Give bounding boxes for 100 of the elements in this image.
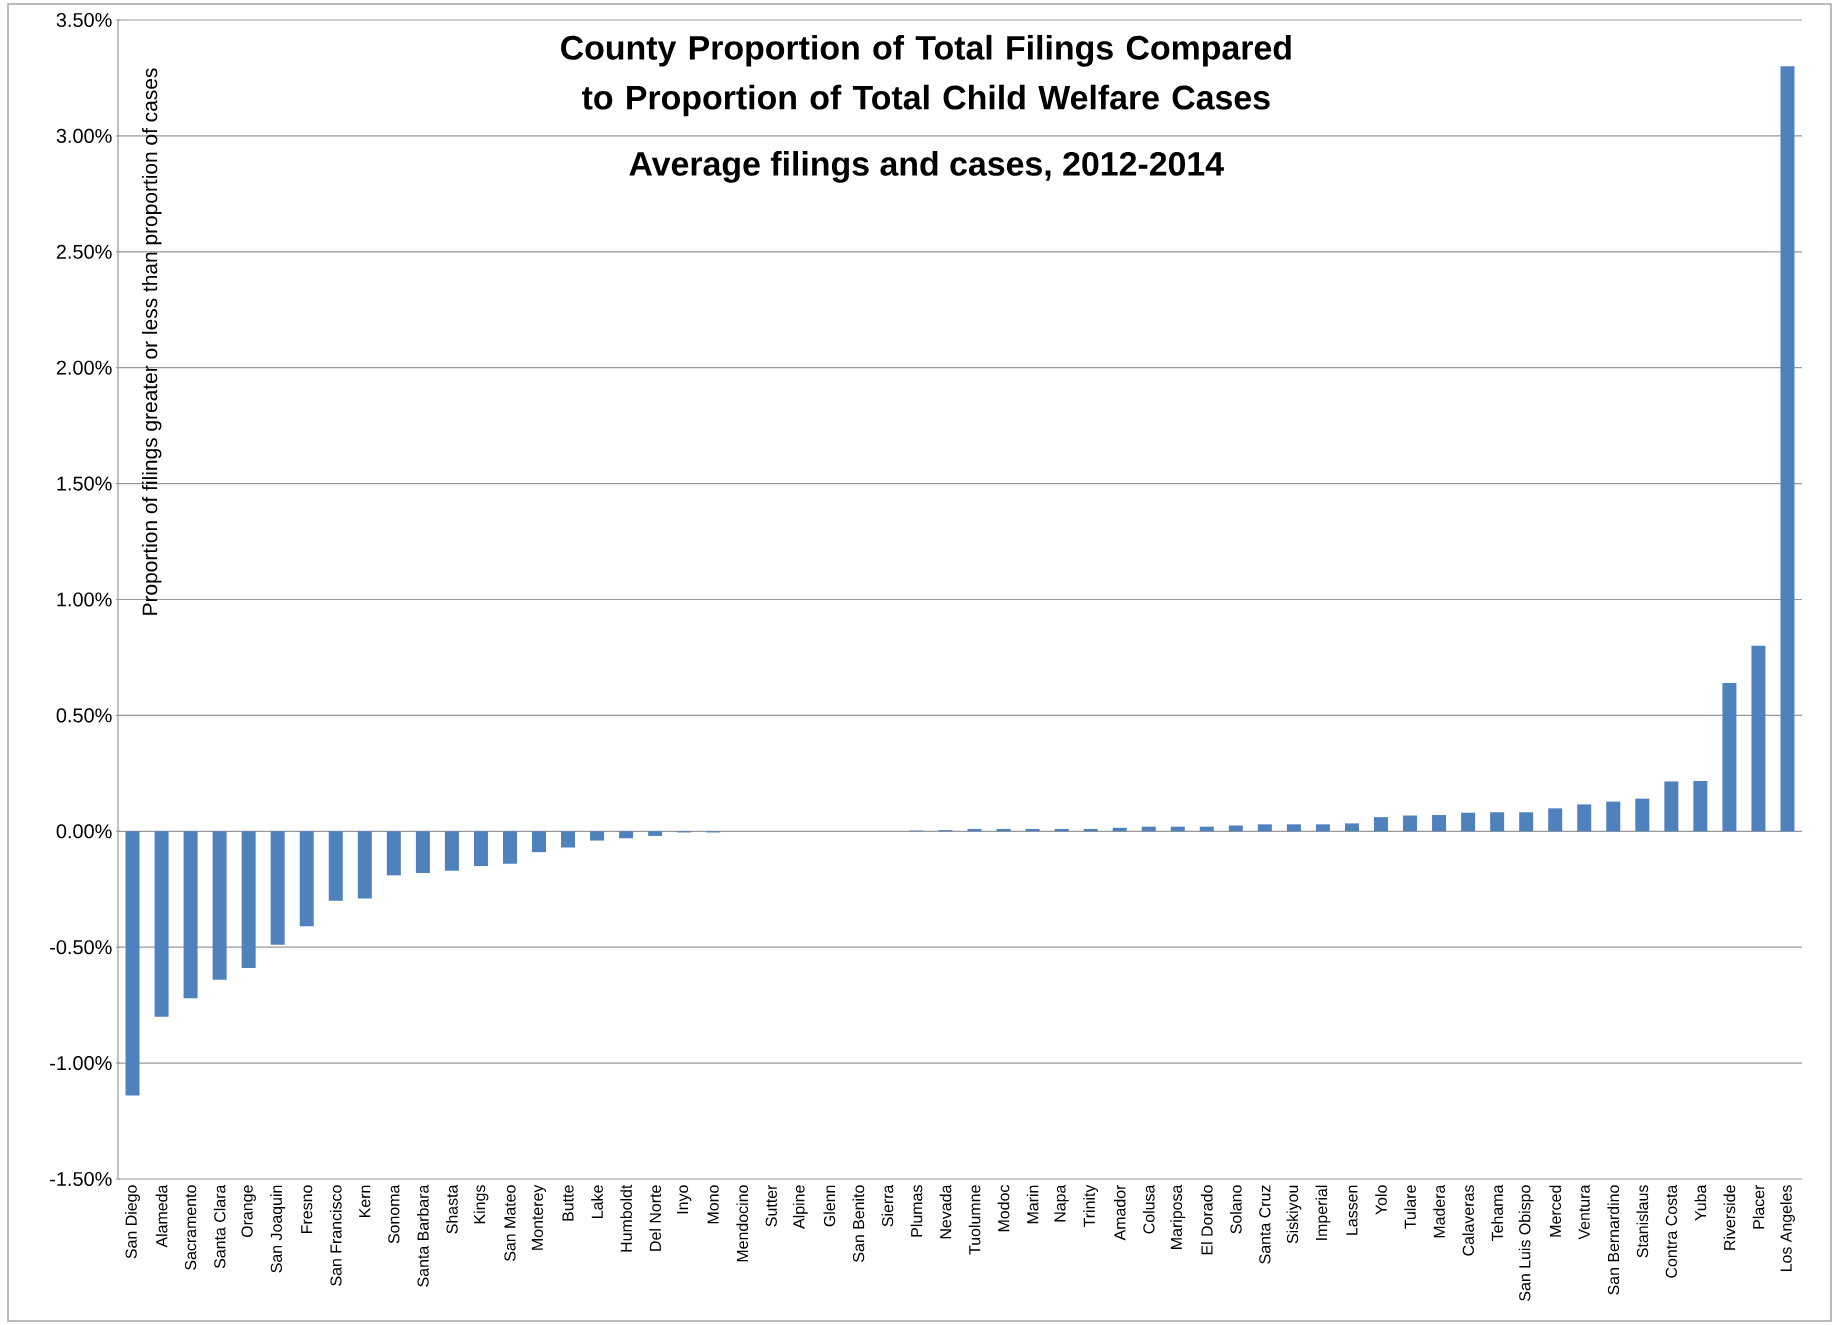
x-tick-label: San Benito xyxy=(852,1185,865,1262)
x-tick-label: San Diego xyxy=(125,1185,140,1259)
bar xyxy=(154,831,169,1017)
x-tick-label: Mariposa xyxy=(1170,1184,1186,1249)
x-tick-label: Modoc xyxy=(997,1185,1010,1232)
bar xyxy=(357,831,372,899)
x-tick-label: Mendocino xyxy=(736,1185,749,1262)
bar xyxy=(1374,817,1388,832)
x-tick-label: Santa Cruz xyxy=(1259,1185,1271,1264)
x-tick-label: Colusa xyxy=(1142,1184,1155,1234)
bar xyxy=(299,831,314,927)
x-tick-label: Alameda xyxy=(155,1184,168,1248)
x-tick-label: Siskiyou xyxy=(1286,1185,1302,1244)
bar xyxy=(561,831,576,848)
bar xyxy=(241,831,256,969)
x-tick-label: Sonoma xyxy=(388,1184,400,1244)
y-tick-label: 3.00% xyxy=(56,128,112,143)
x-tick-label: Amador xyxy=(1113,1184,1126,1241)
y-axis-title: Proportion of filings greater or less than proportion of cases xyxy=(141,68,162,615)
x-tick-label: Santa Clara xyxy=(213,1184,226,1269)
x-tick-label: Lake xyxy=(591,1185,603,1218)
bar xyxy=(648,831,663,836)
x-tick-label: Sacramento xyxy=(184,1185,197,1270)
bar xyxy=(212,831,227,980)
bar xyxy=(444,831,459,871)
x-tick-label: San Francisco xyxy=(329,1185,342,1286)
bar xyxy=(1461,812,1476,832)
bar xyxy=(1432,815,1447,832)
x-tick-label: Glenn xyxy=(823,1185,836,1227)
x-tick-label: Mono xyxy=(707,1185,719,1224)
x-tick-label: Los Angeles xyxy=(1780,1185,1795,1272)
bar xyxy=(183,831,198,999)
bar xyxy=(1722,682,1737,832)
x-tick-label: Humboldt xyxy=(620,1184,632,1252)
bar xyxy=(473,831,488,867)
bar xyxy=(1780,66,1795,832)
bar xyxy=(1664,781,1679,832)
x-tick-label: Sierra xyxy=(881,1184,894,1227)
bar xyxy=(1403,815,1418,832)
bar xyxy=(1606,801,1621,832)
x-tick-label: Shasta xyxy=(446,1184,458,1234)
x-tick-label: Santa Barbara xyxy=(417,1184,429,1287)
x-tick-label: Stanislaus xyxy=(1636,1185,1649,1258)
x-tick-label: Contra Costa xyxy=(1665,1184,1677,1278)
x-tick-label: Ventura xyxy=(1578,1184,1590,1240)
x-tick-label: San Mateo xyxy=(504,1185,516,1262)
bar xyxy=(619,831,634,839)
bar xyxy=(502,831,517,864)
x-tick-label: Plumas xyxy=(910,1185,923,1237)
x-tick-label: Riverside xyxy=(1723,1185,1736,1250)
y-tick-label: 0.00% xyxy=(56,824,112,839)
text: Average filings and cases, 2012-2014 xyxy=(629,150,1224,183)
y-tick-label: -1.50% xyxy=(50,1171,112,1187)
x-tick-label: Yuba xyxy=(1694,1184,1707,1221)
x-tick-label: Tuolumne xyxy=(968,1185,981,1255)
x-tick-label: Nevada xyxy=(939,1184,952,1239)
y-tick-label: 1.50% xyxy=(57,476,112,491)
bar xyxy=(1519,812,1534,832)
bar xyxy=(1490,812,1505,832)
x-tick-label: San Luis Obispo xyxy=(1518,1185,1534,1301)
bar xyxy=(1751,645,1766,832)
x-tick-label: Yolo xyxy=(1375,1185,1387,1215)
bar xyxy=(1315,824,1330,832)
bar xyxy=(1257,824,1272,832)
bar xyxy=(328,831,343,901)
bar xyxy=(590,831,605,841)
x-tick-label: San Joaquin xyxy=(270,1185,286,1273)
x-tick-label: Calaveras xyxy=(1462,1185,1474,1256)
y-tick-label: 0.50% xyxy=(56,708,112,723)
x-tick-label: Kings xyxy=(473,1185,489,1224)
x-tick-label: Fresno xyxy=(301,1185,313,1233)
y-tick-label: -1.00% xyxy=(50,1056,112,1071)
bar xyxy=(1635,798,1650,832)
x-tick-label: Imperial xyxy=(1315,1185,1331,1240)
x-tick-label: Monterey xyxy=(531,1184,547,1250)
x-tick-label: Inyo xyxy=(677,1185,692,1214)
bar xyxy=(1228,825,1243,832)
x-tick-label: Butte xyxy=(562,1185,574,1221)
x-tick-label: San Bernardino xyxy=(1607,1185,1620,1295)
y-tick-label: 3.50% xyxy=(56,12,112,28)
x-tick-label: Tehama xyxy=(1491,1184,1503,1241)
bar xyxy=(1577,804,1592,832)
bar xyxy=(415,831,430,874)
y-tick-label: -0.50% xyxy=(50,940,112,955)
bar xyxy=(532,831,546,853)
x-tick-label: Merced xyxy=(1549,1185,1562,1237)
x-tick-label: Tulare xyxy=(1404,1185,1416,1229)
x-tick-label: Orange xyxy=(241,1185,256,1238)
bar xyxy=(386,831,401,876)
bar xyxy=(1344,823,1359,832)
x-tick-label: Napa xyxy=(1054,1184,1069,1222)
x-tick-label: Trinity xyxy=(1083,1184,1099,1228)
x-tick-label: El Dorado xyxy=(1200,1185,1213,1255)
x-tick-label: Sutter xyxy=(765,1184,777,1227)
bar xyxy=(270,831,285,945)
bar xyxy=(1693,780,1708,832)
x-tick-label: Del Norte xyxy=(649,1185,661,1251)
x-tick-label: Lassen xyxy=(1346,1185,1358,1235)
y-tick-label: 2.50% xyxy=(56,244,112,259)
bar xyxy=(125,831,140,1096)
